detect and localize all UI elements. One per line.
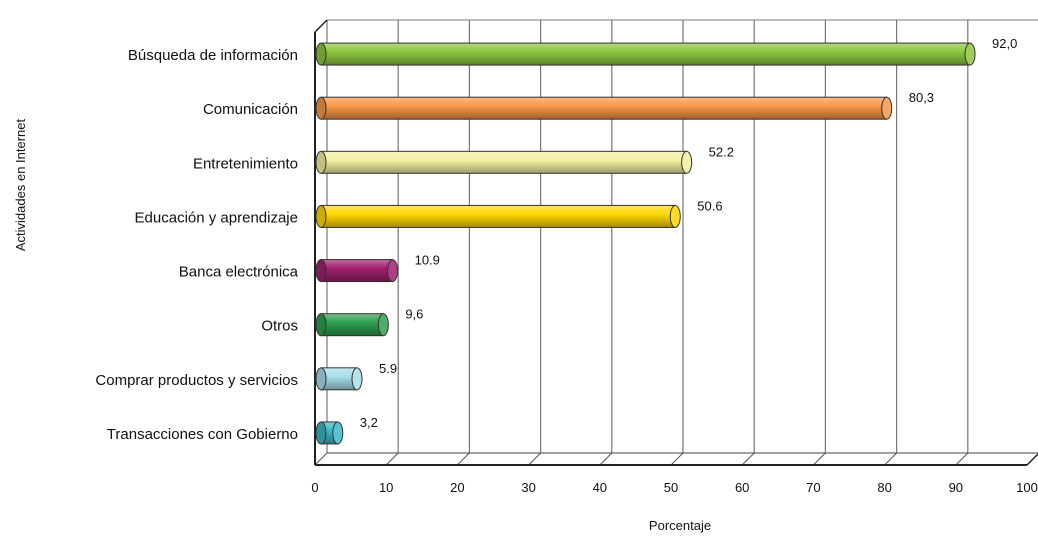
bar-left-cap [315, 421, 327, 445]
bar-body [320, 42, 971, 66]
x-tick-label: 10 [379, 480, 393, 495]
bar-end-cap [964, 42, 976, 66]
floor-gridline [884, 452, 897, 466]
bar-body [320, 96, 888, 120]
bar-entretenimiento [315, 150, 693, 174]
value-label: 3,2 [360, 415, 378, 430]
grid-layer [314, 19, 1038, 466]
bar-comunicacion [315, 96, 893, 120]
category-label: Búsqueda de información [128, 47, 298, 64]
x-tick-label: 100 [1016, 480, 1038, 495]
floor-right-edge [1026, 452, 1038, 466]
bar-left-cap [315, 150, 327, 174]
y-axis-title: Actividades en Internet [13, 118, 28, 251]
floor-gridline [670, 452, 684, 466]
category-label: Entretenimiento [193, 155, 298, 172]
bar-layer [315, 42, 976, 445]
bar-transacciones-con-gobierno [315, 421, 344, 445]
bar-busqueda-de-informacion [315, 42, 976, 66]
floor-gridline [599, 452, 613, 466]
bar-end-cap [387, 259, 399, 283]
bar-end-cap [669, 204, 681, 228]
bar-educacion-y-aprendizaje [315, 204, 681, 228]
x-tick-label: 60 [735, 480, 749, 495]
floor-gridline [528, 452, 541, 466]
category-label: Educación y aprendizaje [135, 209, 298, 226]
floor-gridline [955, 452, 969, 466]
value-label: 92,0 [992, 36, 1017, 51]
bar-left-cap [315, 204, 327, 228]
x-tick-label: 40 [593, 480, 607, 495]
x-axis-title: Porcentaje [649, 518, 711, 533]
floor-gridline [385, 452, 399, 466]
x-tick-label: 70 [806, 480, 820, 495]
bar-end-cap [351, 367, 363, 391]
floor-gridline [813, 452, 826, 466]
bar-banca-electronica [315, 259, 399, 283]
bar-end-cap [377, 313, 389, 337]
x-tick-label: 0 [311, 480, 318, 495]
floor-gridline [741, 452, 755, 466]
value-label: 80,3 [909, 90, 934, 105]
category-label: Comprar productos y servicios [95, 372, 298, 389]
label-layer: 92,0 Búsqueda de información 80,3 Comunicac… [95, 36, 1017, 443]
y-axis-depth-line [314, 19, 328, 33]
floor-gridline [314, 452, 328, 466]
bar-end-cap [681, 150, 693, 174]
x-tick-label: 90 [949, 480, 963, 495]
bar-end-cap [881, 96, 893, 120]
bar-left-cap [315, 259, 327, 283]
bar-left-cap [315, 42, 327, 66]
floor-gridline [457, 452, 470, 466]
value-label: 50.6 [697, 198, 722, 213]
value-label: 52.2 [709, 144, 734, 159]
x-tick-label: 20 [450, 480, 464, 495]
x-tick-label: 30 [521, 480, 535, 495]
x-tick-label: 50 [664, 480, 678, 495]
bar-end-cap [332, 421, 344, 445]
value-label: 5.9 [379, 361, 397, 376]
category-label: Transacciones con Gobierno [107, 426, 298, 443]
bar-body [320, 150, 688, 174]
bar-otros [315, 313, 389, 337]
category-label: Banca electrónica [179, 264, 299, 281]
axis-layer: 0 10 20 30 40 50 60 70 80 90 100 [311, 19, 1038, 495]
bar-body [320, 259, 394, 283]
bar-left-cap [315, 313, 327, 337]
bar-body [320, 204, 676, 228]
value-label: 10.9 [415, 253, 440, 268]
x-tick-label: 80 [877, 480, 891, 495]
bar-left-cap [315, 96, 327, 120]
value-label: 9,6 [405, 307, 423, 322]
bar-comprar-productos-y-servicios [315, 367, 363, 391]
category-label: Otros [261, 318, 298, 335]
category-label: Comunicación [203, 101, 298, 118]
bar-left-cap [315, 367, 327, 391]
bar-body [320, 313, 384, 337]
